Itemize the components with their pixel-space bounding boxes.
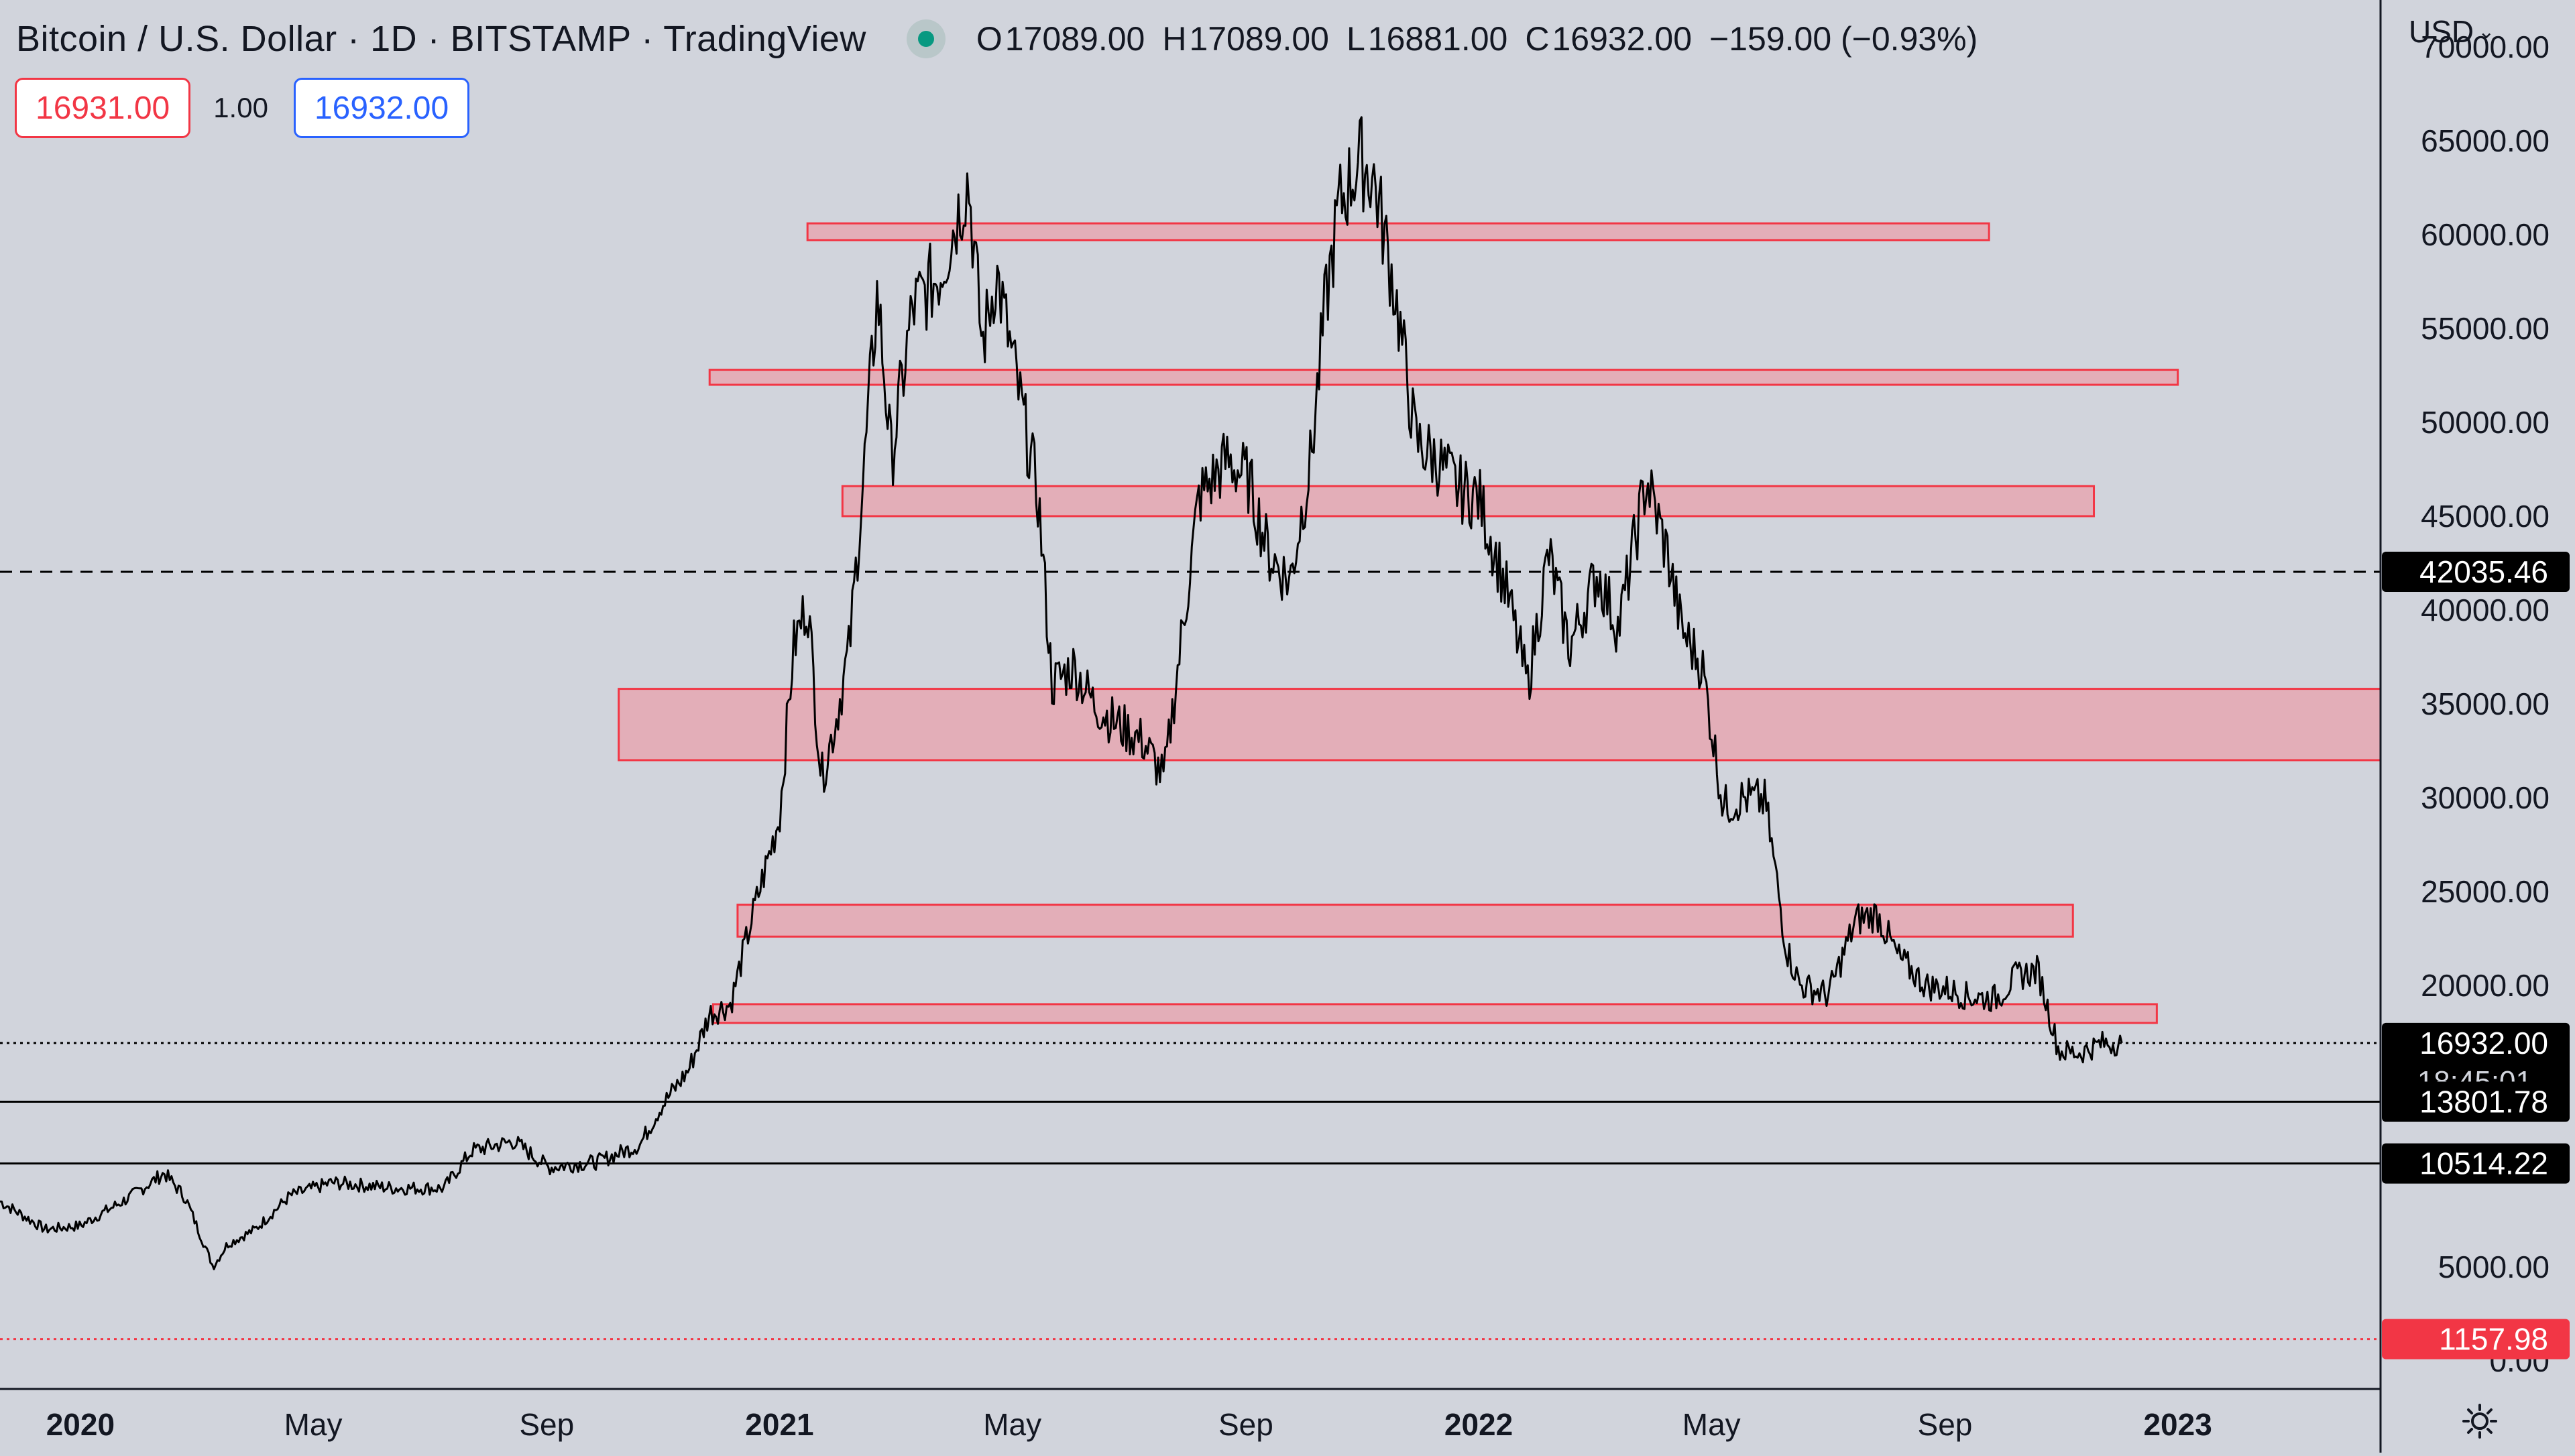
- ohlc-change: −159.00 (−0.93%): [1709, 20, 1978, 58]
- level-price-tag: [2382, 1081, 2570, 1122]
- y-tick-label: 20000.00: [2421, 968, 2550, 1003]
- y-tick-label: 40000.00: [2421, 593, 2550, 627]
- gear-icon[interactable]: [2461, 1402, 2499, 1440]
- y-tick-label: 25000.00: [2421, 874, 2550, 909]
- x-tick-label: 2022: [1444, 1407, 1513, 1442]
- resistance-zone-1: [806, 222, 1990, 241]
- resistance-zone-6: [711, 1003, 2158, 1024]
- y-tick-label: 55000.00: [2421, 311, 2550, 346]
- level-price-label: 16932.00: [2419, 1026, 2548, 1060]
- y-tick-label: 65000.00: [2421, 123, 2550, 158]
- y-tick-label: 60000.00: [2421, 217, 2550, 252]
- y-tick-label: 5000.00: [2438, 1250, 2550, 1284]
- y-tick-label: 30000.00: [2421, 780, 2550, 815]
- level-price-label: 1157.98: [2439, 1322, 2548, 1357]
- level-price-label: 42035.46: [2419, 554, 2548, 589]
- level-price-label: 13801.78: [2419, 1085, 2548, 1119]
- currency-label: USD: [2409, 14, 2474, 49]
- quote-row: 16931.00 1.00 16932.00: [15, 78, 470, 138]
- y-tick-label: 45000.00: [2421, 499, 2550, 534]
- sell-button[interactable]: 16931.00: [15, 78, 191, 138]
- level-price-tag: [2382, 1022, 2570, 1101]
- ohlc-close-value: 16932.00: [1552, 20, 1692, 58]
- x-tick-label: May: [1682, 1407, 1741, 1442]
- buy-button[interactable]: 16932.00: [293, 78, 470, 138]
- spread-value: 1.00: [213, 92, 268, 123]
- x-tick-label: 2021: [745, 1407, 813, 1442]
- ohlc-close: C16932.00: [1525, 19, 1692, 58]
- ohlc-low-value: 16881.00: [1367, 20, 1508, 58]
- x-tick-label: 2020: [46, 1407, 115, 1442]
- ohlc-open-value: 17089.00: [1005, 20, 1145, 58]
- ohlc-low-key: L: [1346, 20, 1365, 58]
- ohlc-low: L16881.00: [1347, 19, 1507, 58]
- ohlc-readout: O17089.00 H17089.00 L16881.00 C16932.00 …: [976, 19, 1978, 58]
- price-series-line: [0, 116, 2123, 1270]
- x-tick-label: May: [983, 1407, 1041, 1442]
- level-price-tag: [2382, 1319, 2570, 1359]
- level-price-tag: [2382, 1143, 2570, 1184]
- currency-selector[interactable]: USD ⌄: [2409, 13, 2495, 50]
- resistance-zone-4: [618, 688, 2382, 762]
- x-tick-label: Sep: [1218, 1407, 1273, 1442]
- symbol-title[interactable]: Bitcoin / U.S. Dollar · 1D · BITSTAMP · …: [16, 19, 866, 59]
- market-open-dot-icon: [906, 19, 946, 58]
- y-tick-label: 70000.00: [2421, 29, 2550, 64]
- ohlc-high: H17089.00: [1162, 19, 1329, 58]
- chevron-down-icon: ⌄: [2478, 20, 2495, 43]
- ohlc-open: O17089.00: [976, 19, 1145, 58]
- ohlc-close-key: C: [1525, 20, 1550, 58]
- level-price-tag: [2382, 552, 2570, 593]
- y-tick-label: 50000.00: [2421, 405, 2550, 440]
- ohlc-open-key: O: [976, 20, 1003, 58]
- x-tick-label: 2023: [2143, 1407, 2212, 1442]
- x-tick-label: Sep: [519, 1407, 574, 1442]
- ohlc-high-key: H: [1162, 20, 1187, 58]
- price-axis-panel: [2381, 0, 2575, 1453]
- resistance-zone-2: [708, 369, 2179, 386]
- y-tick-label: 35000.00: [2421, 686, 2550, 721]
- level-price-label: 10514.22: [2419, 1146, 2548, 1181]
- chart-header: Bitcoin / U.S. Dollar · 1D · BITSTAMP · …: [16, 12, 1978, 66]
- ohlc-high-value: 17089.00: [1189, 20, 1329, 58]
- x-tick-label: May: [284, 1407, 343, 1442]
- x-tick-label: Sep: [1918, 1407, 1973, 1442]
